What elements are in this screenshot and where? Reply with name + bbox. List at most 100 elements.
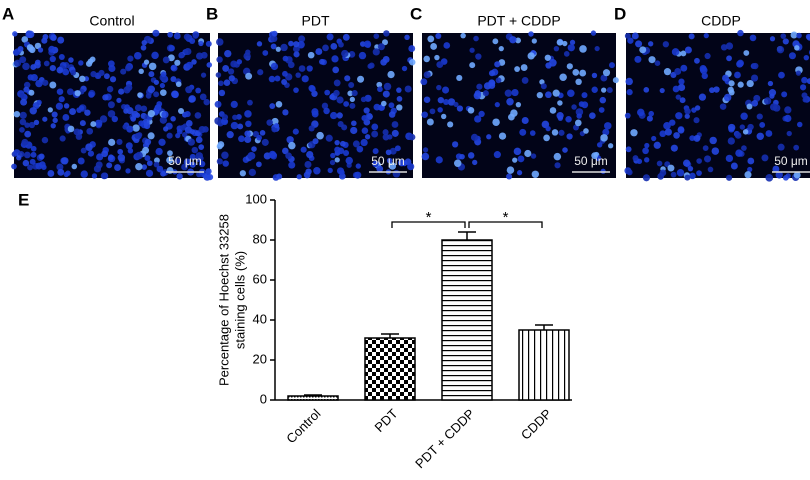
cell: [331, 55, 339, 63]
cell: [460, 32, 466, 39]
cell: [282, 55, 289, 62]
cell: [99, 115, 108, 123]
cell: [236, 59, 243, 65]
cell: [238, 135, 245, 143]
cell: [667, 164, 675, 172]
cell: [591, 86, 598, 93]
cell: [636, 158, 643, 165]
cell: [360, 96, 367, 103]
cell: [354, 171, 362, 179]
cell: [116, 97, 122, 103]
cell: [549, 107, 557, 114]
cell: [749, 34, 757, 42]
cell: [504, 89, 513, 97]
cell: [531, 170, 540, 178]
cell: [347, 90, 354, 97]
cell: [282, 109, 289, 116]
x-tick-label: CDDP: [518, 406, 555, 443]
cell: [467, 152, 475, 159]
cell: [239, 170, 246, 177]
cell: [11, 163, 17, 170]
cell: [199, 93, 207, 101]
cell: [553, 152, 562, 161]
cell: [351, 90, 358, 97]
cell: [794, 45, 800, 51]
cell: [293, 51, 300, 58]
cell: [494, 102, 500, 108]
cell: [275, 100, 283, 108]
cell: [591, 72, 598, 79]
cell: [87, 150, 95, 157]
cell: [187, 138, 195, 146]
cell: [453, 159, 462, 167]
cell: [276, 173, 283, 180]
cell: [175, 133, 181, 139]
cell: [470, 133, 479, 141]
cell: [726, 174, 733, 181]
cell: [198, 40, 204, 47]
cell: [74, 90, 81, 97]
cell: [734, 71, 741, 79]
cell: [654, 60, 661, 67]
cell: [642, 147, 649, 155]
cell: [174, 59, 181, 66]
cell: [49, 64, 56, 72]
cell: [693, 117, 700, 124]
cell: [218, 80, 224, 87]
cell: [94, 119, 103, 128]
cell: [189, 161, 196, 168]
cell: [702, 145, 709, 152]
cell: [282, 70, 288, 77]
cell: [19, 56, 27, 64]
cell: [56, 163, 64, 171]
cell: [590, 30, 597, 36]
cell: [388, 162, 397, 170]
cell: [95, 161, 103, 169]
cell: [142, 146, 150, 154]
cell: [529, 130, 536, 136]
cell: [326, 33, 334, 41]
cell: [181, 163, 188, 171]
cell: [498, 46, 504, 52]
micrograph: [420, 30, 619, 180]
cell: [43, 60, 50, 67]
cell: [800, 84, 807, 91]
cell: [634, 55, 642, 63]
cell: [742, 129, 749, 135]
cell: [675, 112, 683, 120]
cell: [388, 102, 395, 109]
cell: [676, 168, 685, 177]
cell: [160, 89, 167, 96]
cell: [765, 130, 773, 137]
cell: [23, 81, 31, 89]
cell: [472, 159, 478, 166]
cell: [325, 134, 333, 142]
cell: [274, 75, 281, 82]
cell: [506, 173, 513, 180]
cell: [138, 120, 145, 127]
cell: [35, 79, 43, 88]
cell: [98, 69, 105, 77]
cell: [156, 165, 164, 173]
cell: [334, 139, 340, 146]
cell: [694, 105, 701, 111]
cell: [28, 46, 36, 54]
cell: [178, 52, 185, 59]
cell: [22, 62, 30, 71]
cell: [796, 32, 802, 39]
cell: [184, 47, 192, 56]
cell: [181, 132, 188, 138]
cell: [747, 123, 754, 131]
cell: [224, 49, 232, 58]
cell: [421, 152, 430, 161]
cell: [160, 71, 167, 78]
cell: [27, 74, 34, 81]
cell: [334, 146, 341, 153]
cell: [386, 157, 393, 164]
cell: [795, 70, 802, 76]
cell: [154, 157, 160, 164]
cell: [226, 131, 234, 139]
cell: [434, 54, 440, 61]
cell: [28, 89, 35, 96]
cell: [298, 35, 306, 43]
